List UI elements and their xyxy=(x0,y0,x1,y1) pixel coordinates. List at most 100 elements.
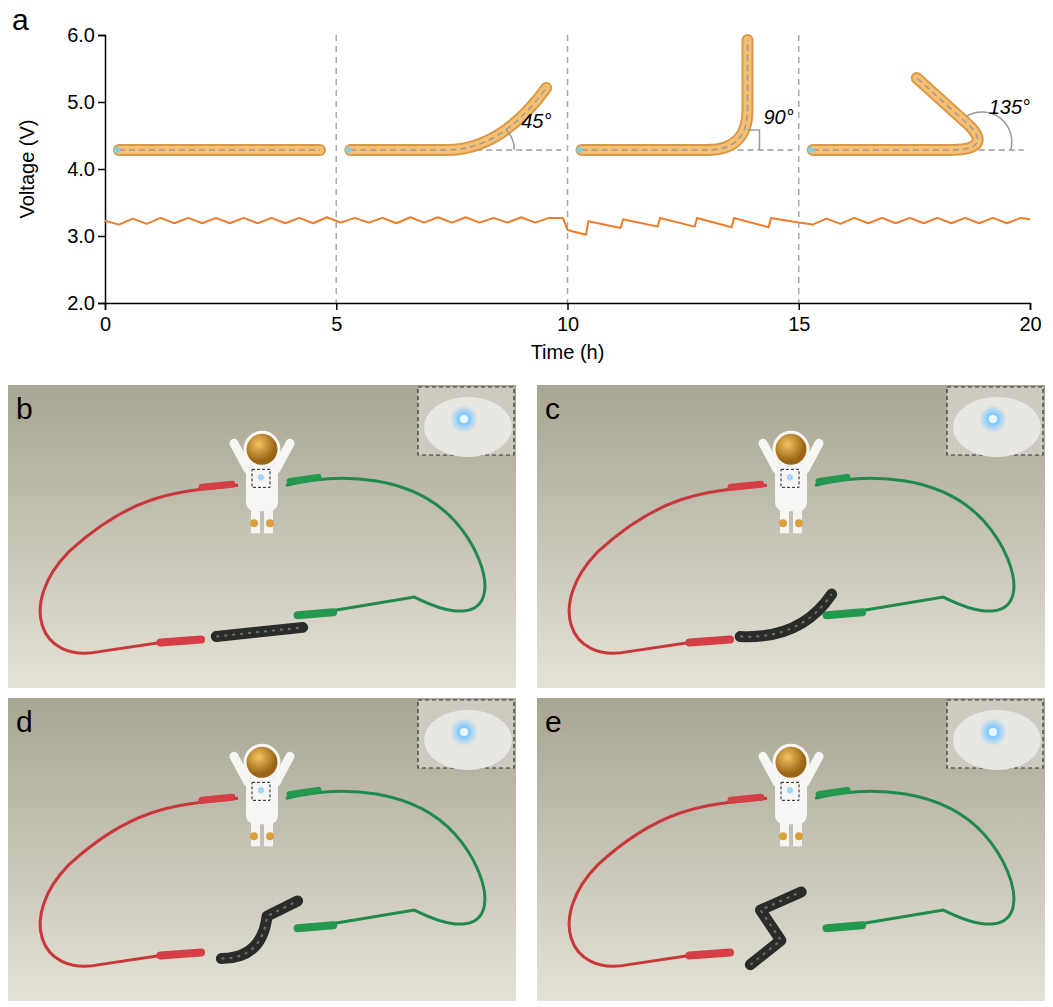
photo-panel: b xyxy=(8,385,516,688)
y-tick-mark xyxy=(98,169,105,171)
led-highlight-box xyxy=(252,469,270,487)
red-clip xyxy=(689,953,730,956)
fiber-battery-sheen xyxy=(216,627,302,636)
y-tick-mark xyxy=(98,102,105,104)
x-tick: 15 xyxy=(788,303,810,335)
y-axis-line xyxy=(98,36,106,304)
plot-area xyxy=(105,217,1030,234)
y-tick-mark xyxy=(98,303,105,305)
inset-led xyxy=(989,728,997,736)
inset-led-glow xyxy=(979,718,1007,746)
green-clip xyxy=(819,790,847,794)
voltage-line xyxy=(105,217,1030,234)
divider xyxy=(567,35,569,303)
panel-label: e xyxy=(545,705,562,738)
astronaut xyxy=(763,432,819,533)
rod-tip xyxy=(577,147,583,153)
x-axis-title: Time (h) xyxy=(531,341,605,363)
photo-panel: d xyxy=(8,698,516,1001)
x-tick: 5 xyxy=(331,303,342,335)
green-wire xyxy=(286,478,485,612)
fiber-battery-sheen xyxy=(221,901,297,959)
green-clip xyxy=(827,925,863,928)
rod-outline xyxy=(813,78,978,150)
inset-body xyxy=(424,397,512,457)
y-axis: 2.0 3.0 4.0 5.0 6.0 xyxy=(67,24,105,314)
astronaut xyxy=(234,432,290,533)
rod-center xyxy=(350,88,546,150)
figure: a 0 5 10 15 20 2.0 3.0 4.0 5.0 6.0 Time (h) Voltage … xyxy=(0,0,1053,1007)
rod-tip xyxy=(114,147,120,153)
astronaut xyxy=(763,745,819,846)
photo-panel: e xyxy=(537,698,1045,1001)
fiber-battery xyxy=(740,594,831,637)
y-tick-label: 5.0 xyxy=(67,91,95,113)
x-tick-label: 15 xyxy=(788,313,810,335)
led-highlight-box xyxy=(781,782,799,800)
angle-label: 45° xyxy=(521,110,551,132)
x-tick: 20 xyxy=(1019,303,1041,335)
y-tick: 5.0 xyxy=(67,91,105,113)
fiber-battery xyxy=(221,901,297,959)
astronaut-knee xyxy=(779,519,787,527)
x-tick-label: 10 xyxy=(557,313,579,335)
red-clip xyxy=(731,797,761,800)
panel-label: a xyxy=(12,3,29,36)
inset xyxy=(947,700,1043,770)
astronaut-helmet xyxy=(774,745,808,779)
fiber-battery-sheen xyxy=(750,892,801,965)
fiber-battery xyxy=(216,627,302,636)
x-axis-line xyxy=(106,304,1031,311)
astronaut-knee xyxy=(795,519,803,527)
y-tick-label: 4.0 xyxy=(67,158,95,180)
red-clip xyxy=(160,640,201,643)
x-tick-label: 20 xyxy=(1019,313,1041,335)
led xyxy=(257,786,265,794)
panel-label: b xyxy=(16,392,33,425)
red-clip xyxy=(202,484,232,487)
rod-body xyxy=(350,88,546,150)
x-tick: 0 xyxy=(100,303,111,335)
led xyxy=(257,473,265,481)
x-tick-label: 5 xyxy=(331,313,342,335)
rod-illustration: 45° xyxy=(345,88,561,153)
rod-tip xyxy=(808,147,814,153)
red-clip xyxy=(202,797,232,800)
y-tick-label: 6.0 xyxy=(67,24,95,46)
x-tick: 10 xyxy=(557,303,579,335)
rod-outline xyxy=(119,144,320,156)
y-tick: 3.0 xyxy=(67,225,105,247)
panel-label: d xyxy=(16,705,33,738)
photo-panel: c xyxy=(537,385,1045,688)
rod-illustration: 90° xyxy=(577,40,794,153)
rod-body xyxy=(119,146,320,154)
inset-led-glow xyxy=(450,405,478,433)
inset xyxy=(418,700,514,770)
y-tick-mark xyxy=(98,35,105,37)
astronaut-helmet xyxy=(774,432,808,466)
red-clip xyxy=(689,640,730,643)
led-highlight-box xyxy=(252,782,270,800)
inset-body xyxy=(424,710,512,770)
led xyxy=(786,786,794,794)
y-tick: 6.0 xyxy=(67,24,105,46)
green-wire xyxy=(815,791,1014,925)
x-tick-mark xyxy=(1030,303,1032,310)
y-tick: 2.0 xyxy=(67,292,105,314)
inset xyxy=(418,387,514,457)
x-tick-mark xyxy=(799,303,801,310)
red-clip xyxy=(731,484,761,487)
photo-background xyxy=(8,385,516,688)
led xyxy=(786,473,794,481)
x-tick-label: 0 xyxy=(100,313,111,335)
red-wire xyxy=(40,798,238,966)
y-axis-title: Voltage (V) xyxy=(16,120,38,219)
inset xyxy=(947,387,1043,457)
red-wire xyxy=(40,485,238,653)
rod-outline xyxy=(582,40,748,150)
astronaut xyxy=(234,745,290,846)
green-clip xyxy=(290,790,318,794)
astronaut-knee xyxy=(779,832,787,840)
angle-label: 135° xyxy=(989,96,1030,118)
fiber-battery-sheen xyxy=(740,594,831,637)
